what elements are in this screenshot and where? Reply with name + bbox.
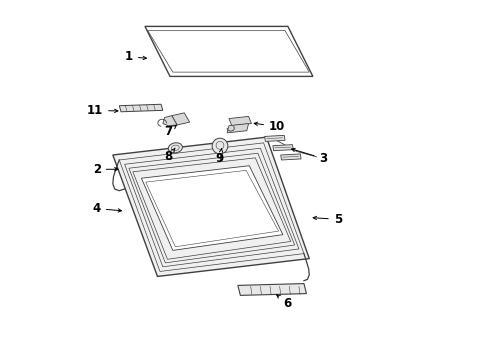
Polygon shape xyxy=(265,135,285,141)
Polygon shape xyxy=(273,145,293,151)
Polygon shape xyxy=(145,26,313,76)
Text: 3: 3 xyxy=(292,148,328,165)
Text: 5: 5 xyxy=(313,213,342,226)
Text: 2: 2 xyxy=(93,163,118,176)
Text: 8: 8 xyxy=(164,148,175,163)
Text: 1: 1 xyxy=(125,50,147,63)
Text: 7: 7 xyxy=(164,125,176,138)
Polygon shape xyxy=(227,123,248,133)
Circle shape xyxy=(212,138,228,154)
Text: 11: 11 xyxy=(87,104,118,117)
Text: 4: 4 xyxy=(93,202,122,215)
Polygon shape xyxy=(142,166,283,250)
Polygon shape xyxy=(119,104,163,112)
Text: 10: 10 xyxy=(254,120,285,133)
Text: 9: 9 xyxy=(216,149,224,165)
Polygon shape xyxy=(229,116,251,126)
Polygon shape xyxy=(172,113,190,125)
Polygon shape xyxy=(238,284,306,296)
Polygon shape xyxy=(281,154,301,160)
Text: 6: 6 xyxy=(277,295,292,310)
Polygon shape xyxy=(113,137,309,276)
Polygon shape xyxy=(163,116,177,126)
Ellipse shape xyxy=(168,143,182,153)
